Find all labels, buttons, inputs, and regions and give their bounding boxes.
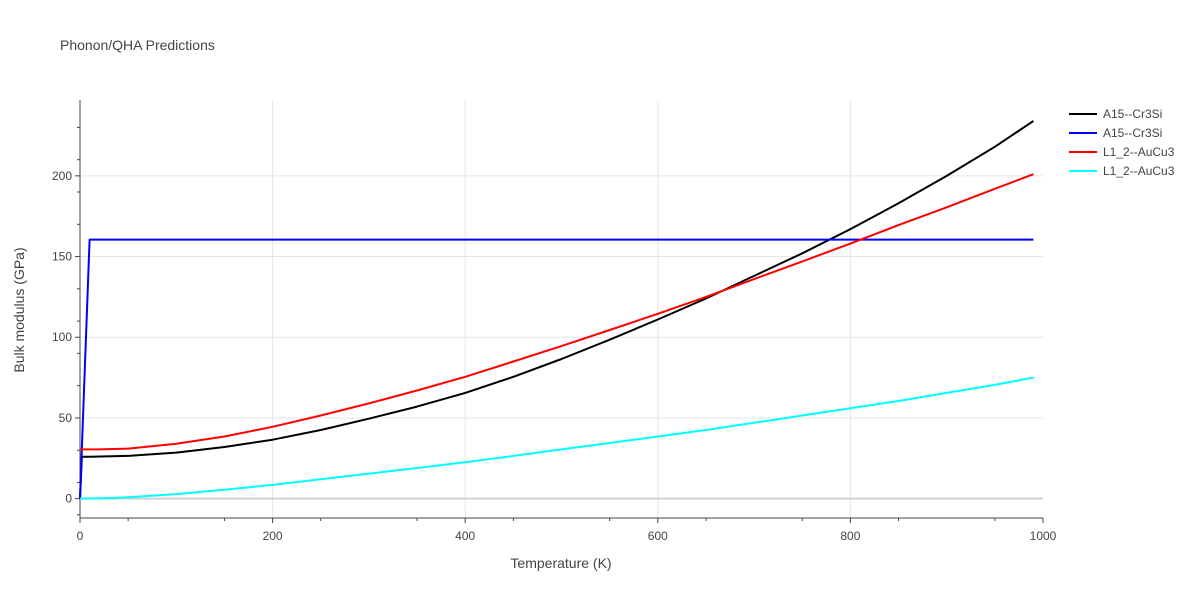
- legend-label: A15--Cr3Si: [1103, 126, 1162, 140]
- legend-label: L1_2--AuCu3: [1103, 164, 1175, 178]
- y-tick-label: 50: [59, 411, 73, 425]
- series-line-3: [80, 173, 1034, 451]
- y-tick-label: 0: [65, 492, 72, 506]
- y-tick-label: 200: [52, 169, 72, 183]
- legend-item-1[interactable]: A15--Cr3Si: [1069, 107, 1162, 121]
- x-tick-label: 400: [455, 529, 475, 543]
- legend-label: L1_2--AuCu3: [1103, 145, 1175, 159]
- y-axis-label: Bulk modulus (GPa): [11, 247, 27, 372]
- series-line-2: [79, 238, 1034, 499]
- axes: [79, 100, 1043, 519]
- legend-item-3[interactable]: L1_2--AuCu3: [1069, 145, 1175, 159]
- legend[interactable]: A15--Cr3Si A15--Cr3Si L1_2--AuCu3 L1_2--AuC…: [1069, 107, 1175, 178]
- x-tick-label: 0: [77, 529, 84, 543]
- series-line-4: [79, 376, 1034, 500]
- legend-item-2[interactable]: A15--Cr3Si: [1069, 126, 1162, 140]
- plot-area: [79, 120, 1034, 500]
- gridlines: [80, 100, 1043, 518]
- series-line-1: [79, 120, 1034, 499]
- y-tick-label: 100: [52, 330, 72, 344]
- y-tick-label: 150: [52, 250, 72, 264]
- chart-title: Phonon/QHA Predictions: [60, 37, 215, 53]
- x-tick-label: 800: [840, 529, 860, 543]
- x-axis-ticks: 0 200 400 600 800 1000: [77, 518, 1057, 543]
- x-tick-label: 200: [263, 529, 283, 543]
- y-axis-ticks: 0 50 100 150 200: [52, 126, 80, 516]
- legend-item-4[interactable]: L1_2--AuCu3: [1069, 164, 1175, 178]
- x-axis-label: Temperature (K): [510, 555, 611, 571]
- x-tick-label: 1000: [1030, 529, 1057, 543]
- x-tick-label: 600: [648, 529, 668, 543]
- legend-label: A15--Cr3Si: [1103, 107, 1162, 121]
